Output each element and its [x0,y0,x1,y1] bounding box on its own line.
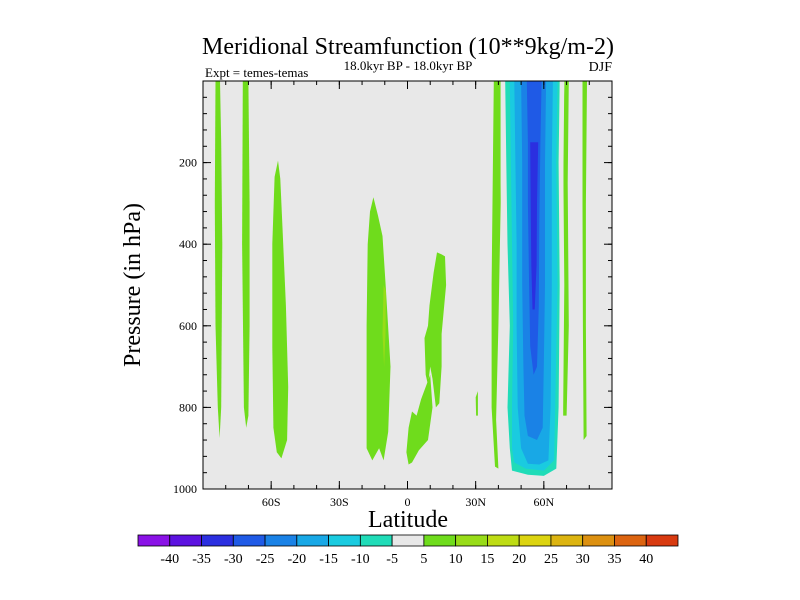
y-axis-label: Pressure (in hPa) [120,203,146,367]
colorbar-label: 15 [480,552,494,567]
colorbar-label: -10 [351,552,370,567]
chart-subtitle: 18.0kyr BP - 18.0kyr BP [344,58,473,73]
plot-area: 60S 30S 0 30N 60N 200 400 600 800 1000 [173,80,613,509]
x-axis-ticks: 60S 30S 0 30N 60N [262,81,554,509]
x-axis-label: Latitude [368,507,448,533]
colorbar-label: -5 [386,552,398,567]
colorbar-label: 20 [512,552,526,567]
contour-region-8 [410,144,467,236]
colorbar-label: 40 [639,552,653,567]
colorbar-swatch [328,534,361,547]
colorbar-swatch [645,534,679,547]
contour-region-9 [491,81,501,469]
colorbar-label: 35 [607,552,621,567]
colorbar-swatch [232,534,266,547]
colorbar-swatch [169,534,202,547]
colorbar-swatch [518,534,552,547]
colorbar-label: -20 [287,552,306,567]
colorbar-swatch [296,534,329,547]
season-label: DJF [589,60,613,75]
x-tick-label: 60N [533,495,554,509]
colorbar-label: -25 [256,552,275,567]
y-tick-label: 600 [179,319,197,333]
colorbar-label: -30 [224,552,243,567]
colorbar-label: -15 [319,552,338,567]
colorbar-swatch [201,534,234,547]
contour-region-7 [475,391,478,416]
colorbar-label: -35 [192,552,211,567]
y-axis-ticks: 200 400 600 800 1000 [173,156,612,496]
colorbar-swatch [359,534,393,547]
colorbar-label: 25 [544,552,558,567]
chart-title: Meridional Streamfunction (10**9kg/m-2) [202,34,614,60]
colorbar-swatch [391,534,425,547]
colorbar-swatch [614,534,647,547]
colorbar-swatch [550,534,584,547]
colorbar-label: 30 [576,552,590,567]
contour-region-2 [272,160,289,459]
contour-region-3 [366,197,391,461]
colorbar-label: 5 [420,552,427,567]
contour-region-6 [424,252,447,408]
contour-region-4 [382,285,386,367]
contour-region-0 [214,81,223,438]
x-tick-label: 30S [330,495,349,509]
contour-region-5 [406,374,433,465]
colorbar-swatch [582,534,615,547]
contour-region-1 [242,81,250,428]
x-tick-label: 0 [405,495,411,509]
colorbar-swatch [137,534,171,547]
colorbar-label: 10 [449,552,463,567]
colorbar-swatch [455,534,488,547]
y-tick-label: 800 [179,400,197,414]
y-tick-label: 200 [179,156,197,170]
colorbar-label: -40 [160,552,179,567]
x-tick-label: 60S [262,495,281,509]
colorbar-swatch [423,534,457,547]
contour-region-18 [530,142,539,310]
contour-region-11 [582,81,587,440]
colorbar: -40 -35 -30 -25 -20 -15 -10 -5 5 10 15 20 25 30 35 40 [137,534,679,567]
colorbar-swatch [487,534,520,547]
x-tick-label: 30N [465,495,486,509]
y-tick-label: 400 [179,237,197,251]
contour-regions [214,81,587,483]
experiment-label: Expt = temes-temas [205,65,308,80]
y-tick-label: 1000 [173,482,197,496]
colorbar-swatch [264,534,298,547]
